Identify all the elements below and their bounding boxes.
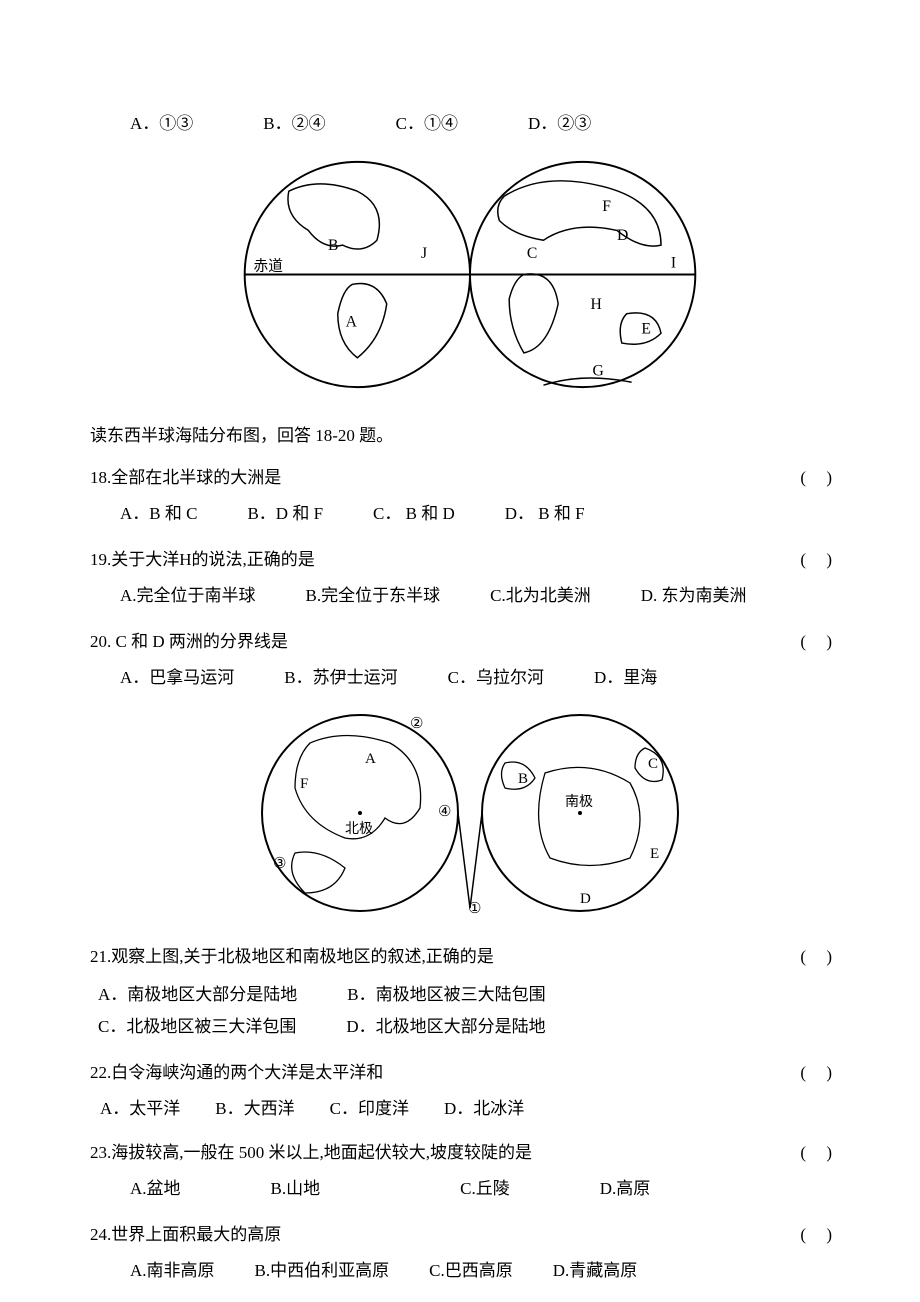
q20-opt-a: A．巴拿马运河: [120, 664, 234, 692]
south-pole-label: 南极: [565, 794, 593, 810]
q19-bracket: ( ): [800, 544, 850, 576]
q19-opt-d: D. 东为南美洲: [641, 582, 747, 610]
q23-opt-c: C.丘陵: [460, 1175, 510, 1203]
q22-opt-a: A．太平洋: [100, 1095, 180, 1123]
q18-opt-d: D． B 和 F: [505, 500, 585, 528]
q21-options: A．南极地区大部分是陆地 B．南极地区被三大陆包围 C．北极地区被三大洋包围 D…: [90, 979, 850, 1043]
svg-text:E: E: [641, 320, 651, 337]
q23-options: A.盆地 B.山地 C.丘陵 D.高原: [90, 1175, 850, 1203]
svg-text:C: C: [527, 245, 537, 262]
equator-label: 赤道: [254, 258, 284, 275]
q22-text: 22.白令海峡沟通的两个大洋是太平洋和: [90, 1057, 800, 1089]
q23-opt-a: A.盆地: [130, 1175, 181, 1203]
q20-opt-c: C．乌拉尔河: [448, 664, 544, 692]
svg-text:F: F: [300, 776, 308, 792]
question-22: 22.白令海峡沟通的两个大洋是太平洋和 ( ): [90, 1057, 850, 1089]
svg-text:E: E: [650, 846, 659, 862]
q21-bracket: ( ): [800, 941, 850, 973]
q19-opt-a: A.完全位于南半球: [120, 582, 256, 610]
svg-text:①: ①: [468, 901, 481, 917]
hemisphere-map-wrap: 赤道 B J A C FD I H E G: [90, 152, 850, 402]
q22-options: A．太平洋 B．大西洋 C．印度洋 D．北冰洋: [90, 1095, 850, 1123]
q22-opt-d: D．北冰洋: [444, 1095, 524, 1123]
hemisphere-map: 赤道 B J A C FD I H E G: [230, 152, 710, 397]
q18-opt-b: B．D 和 F: [247, 500, 323, 528]
q21-opt-c: C．北极地区被三大洋包围: [98, 1011, 296, 1043]
svg-text:B: B: [518, 771, 528, 787]
q19-text: 19.关于大洋H的说法,正确的是: [90, 544, 800, 576]
polar-map-wrap: 北极 南极 F A ② ④ ③ B C E D ①: [90, 708, 850, 923]
q18-options: A．B 和 C B．D 和 F C． B 和 D D． B 和 F: [90, 500, 850, 528]
north-pole-label: 北极: [345, 821, 373, 837]
svg-text:A: A: [346, 313, 358, 330]
question-18: 18.全部在北半球的大洲是 ( ): [90, 462, 850, 494]
q24-opt-a: A.南非高原: [130, 1257, 215, 1285]
svg-text:D: D: [617, 227, 628, 244]
svg-text:②: ②: [410, 716, 423, 732]
q22-bracket: ( ): [800, 1057, 850, 1089]
svg-text:J: J: [421, 245, 427, 262]
q24-bracket: ( ): [800, 1219, 850, 1251]
q21-opt-b: B．南极地区被三大陆包围: [347, 979, 545, 1011]
question-21: 21.观察上图,关于北极地区和南极地区的叙述,正确的是 ( ): [90, 941, 850, 973]
q24-opt-b: B.中西伯利亚高原: [255, 1257, 390, 1285]
opt-a: A．①③: [130, 110, 193, 138]
svg-text:A: A: [365, 751, 376, 767]
q19-options: A.完全位于南半球 B.完全位于东半球 C.北为北美洲 D. 东为南美洲: [90, 582, 850, 610]
q23-bracket: ( ): [800, 1137, 850, 1169]
q22-opt-b: B．大西洋: [215, 1095, 294, 1123]
q23-text: 23.海拔较高,一般在 500 米以上,地面起伏较大,坡度较陡的是: [90, 1137, 800, 1169]
q20-bracket: ( ): [800, 626, 850, 658]
question-23: 23.海拔较高,一般在 500 米以上,地面起伏较大,坡度较陡的是 ( ): [90, 1137, 850, 1169]
q19-opt-c: C.北为北美洲: [490, 582, 591, 610]
q18-opt-c: C． B 和 D: [373, 500, 455, 528]
svg-text:B: B: [328, 237, 338, 254]
opt-b: B．②④: [263, 110, 325, 138]
svg-text:H: H: [590, 296, 601, 313]
opt-d: D．②③: [528, 110, 591, 138]
svg-text:③: ③: [273, 856, 286, 872]
q19-opt-b: B.完全位于东半球: [306, 582, 441, 610]
svg-text:G: G: [592, 362, 603, 379]
q21-text: 21.观察上图,关于北极地区和南极地区的叙述,正确的是: [90, 941, 800, 973]
q23-opt-b: B.山地: [271, 1175, 321, 1203]
q21-opt-a: A．南极地区大部分是陆地: [98, 979, 297, 1011]
q20-opt-d: D．里海: [594, 664, 657, 692]
top-option-row: A．①③ B．②④ C．①④ D．②③: [90, 110, 850, 138]
svg-text:I: I: [671, 255, 676, 272]
q18-text: 18.全部在北半球的大洲是: [90, 462, 800, 494]
q22-opt-c: C．印度洋: [330, 1095, 409, 1123]
q20-opt-b: B．苏伊士运河: [284, 664, 397, 692]
q23-opt-d: D.高原: [600, 1175, 651, 1203]
q20-text: 20. C 和 D 两洲的分界线是: [90, 626, 800, 658]
q18-opt-a: A．B 和 C: [120, 500, 197, 528]
question-20: 20. C 和 D 两洲的分界线是 ( ): [90, 626, 850, 658]
intro-18-20: 读东西半球海陆分布图，回答 18-20 题。: [90, 420, 850, 452]
polar-map: 北极 南极 F A ② ④ ③ B C E D ①: [250, 708, 690, 918]
q18-bracket: ( ): [800, 462, 850, 494]
svg-text:D: D: [580, 891, 591, 907]
q24-text: 24.世界上面积最大的高原: [90, 1219, 800, 1251]
q24-opt-d: D.青藏高原: [553, 1257, 638, 1285]
question-19: 19.关于大洋H的说法,正确的是 ( ): [90, 544, 850, 576]
q24-options: A.南非高原 B.中西伯利亚高原 C.巴西高原 D.青藏高原: [90, 1257, 850, 1285]
q20-options: A．巴拿马运河 B．苏伊士运河 C．乌拉尔河 D．里海: [90, 664, 850, 692]
q21-opt-d: D．北极地区大部分是陆地: [346, 1011, 545, 1043]
question-24: 24.世界上面积最大的高原 ( ): [90, 1219, 850, 1251]
opt-c: C．①④: [396, 110, 458, 138]
svg-text:F: F: [602, 198, 611, 215]
q24-opt-c: C.巴西高原: [429, 1257, 513, 1285]
svg-text:④: ④: [438, 804, 451, 820]
svg-text:C: C: [648, 756, 658, 772]
